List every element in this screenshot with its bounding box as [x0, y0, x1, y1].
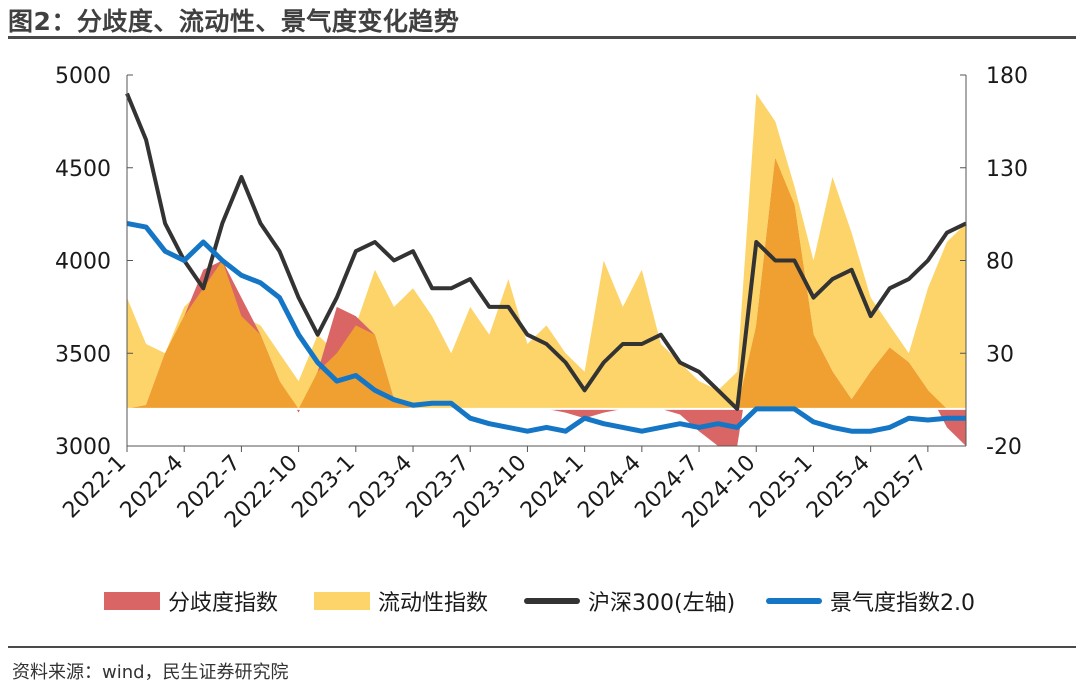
right-tick-label: 180 [986, 64, 1028, 89]
left-tick-label: 3000 [55, 435, 111, 460]
left-tick-label: 3500 [55, 342, 111, 367]
area-layer [127, 93, 966, 446]
right-tick-label: 80 [986, 250, 1014, 275]
csi300-line [125, 92, 967, 411]
right-tick-label: 30 [986, 342, 1014, 367]
footer-divider [8, 646, 1076, 648]
chart-canvas: 5000 4500 4000 3500 3000 180 130 80 30 -20 2022-… [55, 64, 1028, 533]
x-tick-label: 2025-7 [859, 451, 932, 524]
x-tick-label: 2025-4 [802, 451, 875, 524]
left-tick-label: 5000 [55, 64, 111, 89]
x-tick-label: 2023-1 [287, 451, 360, 524]
legend-divergence: 分歧度指数 [104, 584, 278, 618]
legend-swatch-liquidity [314, 592, 370, 610]
x-axis-ticks: 2022-12022-42022-72022-102023-12023-4202… [58, 446, 932, 533]
right-axis-ticks: 180 130 80 30 -20 [960, 64, 1028, 460]
legend-label-divergence: 分歧度指数 [168, 591, 279, 616]
overlap-area [127, 158, 966, 409]
x-tick-label: 2022-4 [116, 451, 189, 524]
right-tick-label: -20 [986, 435, 1022, 460]
left-tick-label: 4500 [55, 157, 111, 182]
x-tick-label: 2023-4 [344, 451, 417, 524]
chart-title: 图2：分歧度、流动性、景气度变化趋势 [8, 7, 460, 36]
legend-label-liquidity: 流动性指数 [378, 591, 489, 616]
line-layer [125, 92, 967, 434]
prosperity-line [126, 220, 966, 434]
legend-label-csi300: 沪深300(左轴) [588, 591, 736, 616]
legend-swatch-csi300 [524, 598, 580, 604]
source-note: 资料来源：wind，民生证券研究院 [12, 662, 289, 683]
x-tick-label: 2022-1 [58, 451, 131, 524]
legend-label-prosperity: 景气度指数2.0 [830, 591, 975, 616]
title-divider [8, 36, 1076, 39]
legend-csi300: 沪深300(左轴) [524, 584, 735, 618]
legend-liquidity: 流动性指数 [314, 584, 488, 618]
x-tick-label: 2024-1 [516, 451, 589, 524]
legend: 分歧度指数 流动性指数 沪深300(左轴) 景气度指数2.0 [0, 584, 1080, 618]
x-tick-label: 2025-1 [745, 451, 818, 524]
x-tick-label: 2024-4 [573, 451, 646, 524]
legend-swatch-divergence [104, 592, 160, 610]
legend-swatch-prosperity [766, 598, 822, 604]
left-axis-ticks: 5000 4500 4000 3500 3000 [55, 64, 133, 460]
right-tick-label: 130 [986, 157, 1028, 182]
legend-prosperity: 景气度指数2.0 [766, 584, 975, 618]
left-tick-label: 4000 [55, 250, 111, 275]
